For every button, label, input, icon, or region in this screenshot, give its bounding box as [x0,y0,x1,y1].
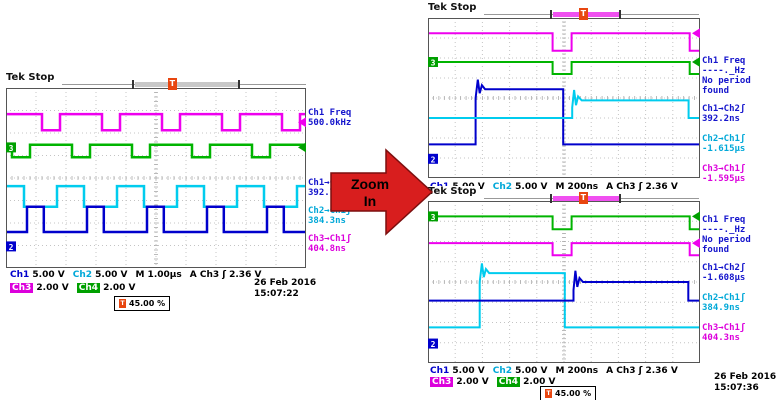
ch4-scale: 2.00 V [523,377,556,387]
readout-delay-ch2-ch1: Ch2→Ch1ʃ 384.3ns [308,206,352,226]
ch1-scale: 5.00 V [452,366,485,376]
ch2-scale: 5.00 V [515,366,548,376]
ch2-label: Ch2 [72,270,93,280]
timebase-readout: M 200ns [555,182,599,192]
arrow-label-line2: In [364,193,376,209]
ch4-label: Ch4 [496,377,521,387]
readout-delay-ch1-ch2: Ch1→Ch2ʃ 392.2ns [702,104,746,124]
readout-delay-ch3-ch1: Ch3→Ch1ʃ -1.595µs [702,164,746,184]
ch1-label: Ch1 [10,270,30,280]
trigger-readout: A Ch3 ʃ 2.36 V [606,366,678,376]
ch1-label: Ch1 [430,366,450,376]
horizontal-position-bar: T [62,78,306,91]
ch4-label: Ch4 [76,283,101,293]
zoom-region-segment [135,82,238,87]
trigger-position-marker-icon: T [167,78,177,90]
trigger-position-readout: T 45.00 % [540,386,597,400]
datetime-stamp: 26 Feb 2016 15:07:36 [714,372,777,393]
ch3-label: Ch3 [430,377,454,387]
ch2-scale: 5.00 V [95,270,128,280]
horizontal-position-bar: T [484,8,699,21]
bracket-right-icon [619,194,622,203]
waveform-graticule: 32 [428,201,700,363]
trigger-position-marker-icon: T [578,192,588,204]
arrow-shape [330,148,434,236]
ch2-label: Ch2 [492,366,513,376]
trigger-position-marker-icon: T [578,8,588,20]
ch3-scale: 2.00 V [36,283,69,293]
readout-delay-ch2-ch1: Ch2→Ch1ʃ 384.9ns [702,293,746,313]
acquisition-status-label: Tek Stop [428,2,481,14]
trigger-readout: A Ch3 ʃ 2.36 V [189,270,262,280]
readout-delay-ch3-ch1: Ch3→Ch1ʃ 404.8ns [308,234,352,254]
horizontal-position-bar: T [484,192,699,205]
bracket-left-icon [549,10,552,19]
zoom-in-arrow: Zoom In [330,148,434,236]
ch3-scale: 2.00 V [456,377,489,387]
bracket-right-icon [619,10,622,19]
readout-delay-ch3-ch1: Ch3→Ch1ʃ 404.3ns [702,323,746,343]
ch4-scale: 2.00 V [103,283,136,293]
acquisition-status-label: Tek Stop [428,186,481,198]
bracket-left-icon [132,80,135,89]
acquisition-status-label: Tek Stop [6,72,59,84]
ch2-label: Ch2 [492,182,513,192]
readout-delay-ch2-ch1: Ch2→Ch1ʃ -1.615µs [702,134,746,154]
readout-ch1-freq: Ch1 Freq 500.0kHz [308,108,352,128]
arrow-label-line1: Zoom [351,176,389,192]
svg-text:2: 2 [9,243,14,252]
trigger-icon: T [119,299,126,308]
readout-delay-ch1-ch2: Ch1→Ch2ʃ 392.7ns [308,178,352,198]
readout-ch1-freq: Ch1 Freq ----._Hz No period found [702,56,751,96]
ch1-scale: 5.00 V [32,270,65,280]
readout-delay-ch1-ch2: Ch1→Ch2ʃ -1.608µs [702,263,746,283]
measurement-readouts: Ch1 Freq ----._Hz No period found Ch1→Ch… [702,201,778,343]
waveform-graticule: 32 [428,18,700,178]
svg-text:3: 3 [9,144,14,153]
status-bar-row1: Ch1 5.00 V Ch2 5.00 V M 1.00µs A Ch3 ʃ 2… [10,270,261,280]
bracket-left-icon [549,194,552,203]
bracket-right-icon [237,80,240,89]
ch3-label: Ch3 [10,283,34,293]
svg-text:3: 3 [431,213,436,222]
svg-text:2: 2 [431,155,436,164]
readout-ch1-freq: Ch1 Freq ----._Hz No period found [702,215,751,255]
measurement-readouts: Ch1 Freq 500.0kHz Ch1→Ch2ʃ 392.7ns Ch2→C… [308,88,378,254]
ch2-scale: 5.00 V [515,182,548,192]
trigger-icon: T [545,389,552,398]
trigger-position-readout: T 45.00 % [114,296,171,311]
datetime-stamp: 26 Feb 2016 15:07:22 [254,278,317,299]
trigger-readout: A Ch3 ʃ 2.36 V [606,182,678,192]
status-bar-row2: Ch3 2.00 V Ch4 2.00 V [10,283,135,293]
waveform-graticule: 32 [6,88,306,268]
status-bar-row1: Ch1 5.00 V Ch2 5.00 V M 200ns A Ch3 ʃ 2.… [430,366,678,376]
timebase-readout: M 200ns [555,366,599,376]
svg-text:2: 2 [431,340,436,349]
svg-text:3: 3 [431,59,436,68]
measurement-readouts: Ch1 Freq ----._Hz No period found Ch1→Ch… [702,18,778,184]
timebase-readout: M 1.00µs [135,270,182,280]
status-bar-row2: Ch3 2.00 V Ch4 2.00 V [430,377,555,387]
